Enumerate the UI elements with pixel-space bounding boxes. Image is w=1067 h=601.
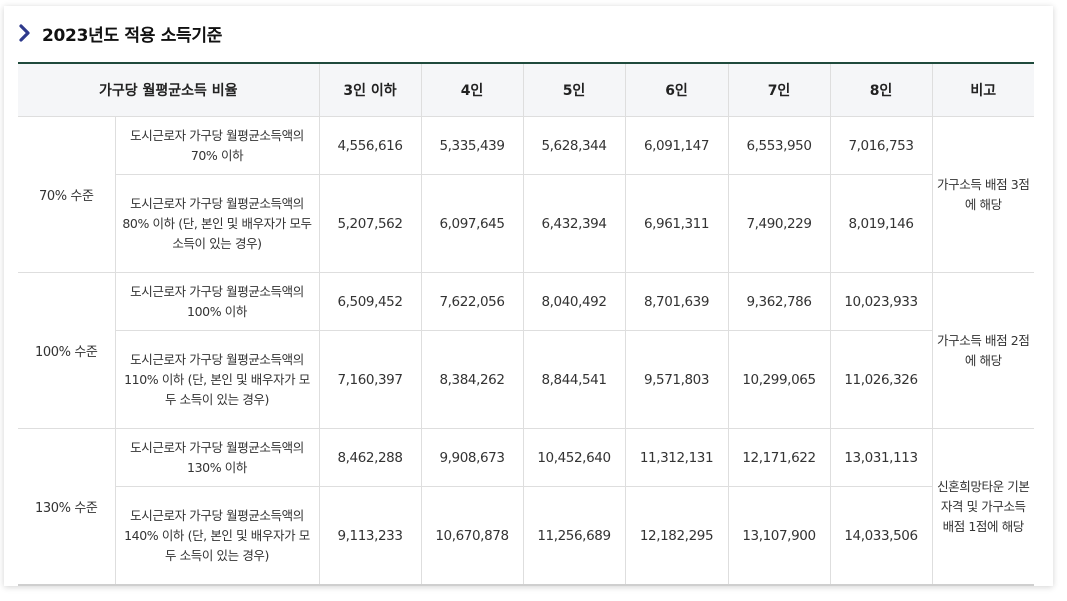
table-row: 70% 수준 도시근로자 가구당 월평균소득액의 70% 이하 4,556,61… <box>18 116 1034 273</box>
value-cell: 6,553,950 <box>727 116 831 175</box>
income-criteria-card: 2023년도 적용 소득기준 가구당 월평균소득 비율 3인 이하 4인 5인 … <box>4 6 1053 586</box>
value-cell: 7,160,397 <box>318 330 422 429</box>
value-cell: 4,556,616 <box>318 116 422 175</box>
table-row: 130% 수준 도시근로자 가구당 월평균소득액의 130% 이하 8,462,… <box>18 428 1034 586</box>
value-cell: 5,335,439 <box>420 116 524 175</box>
value-cell: 5,207,562 <box>318 174 422 273</box>
note-cell: 가구소득 배점 3점에 해당 <box>931 116 1034 273</box>
col-header-8: 8인 <box>829 62 933 117</box>
level-cell: 70% 수준 <box>18 116 116 273</box>
desc-cell: 도시근로자 가구당 월평균소득액의 140% 이하 (단, 본인 및 배우자가 … <box>115 486 320 586</box>
col-header-5: 5인 <box>522 62 626 117</box>
value-cell: 11,026,326 <box>829 330 932 429</box>
col-header-note: 비고 <box>931 62 1034 117</box>
section-title: 2023년도 적용 소득기준 <box>42 25 223 46</box>
value-cell: 8,701,639 <box>624 272 729 331</box>
table-row: 도시근로자 가구당 월평균소득액의 110% 이하 (단, 본인 및 배우자가 … <box>18 330 1034 429</box>
value-cell: 9,571,803 <box>624 330 729 429</box>
table-row: 도시근로자 가구당 월평균소득액의 140% 이하 (단, 본인 및 배우자가 … <box>18 486 1034 586</box>
desc-cell: 도시근로자 가구당 월평균소득액의 70% 이하 <box>114 116 320 175</box>
value-cell: 6,961,311 <box>624 174 729 273</box>
desc-cell: 도시근로자 가구당 월평균소득액의 80% 이하 (단, 본인 및 배우자가 모… <box>115 174 320 273</box>
value-cell: 12,171,622 <box>727 428 831 487</box>
value-cell: 9,113,233 <box>318 486 422 586</box>
value-cell: 6,509,452 <box>318 272 422 331</box>
value-cell: 8,384,262 <box>420 330 524 429</box>
value-cell: 10,299,065 <box>727 330 831 429</box>
value-cell: 10,023,933 <box>829 272 933 331</box>
value-cell: 8,019,146 <box>829 174 932 273</box>
col-header-ratio: 가구당 월평균소득 비율 <box>18 62 320 117</box>
table-header-row: 가구당 월평균소득 비율 3인 이하 4인 5인 6인 7인 8인 비고 <box>18 62 1034 117</box>
value-cell: 11,256,689 <box>522 486 626 586</box>
value-cell: 8,040,492 <box>522 272 626 331</box>
col-header-7: 7인 <box>727 62 831 117</box>
value-cell: 14,033,506 <box>829 486 932 586</box>
section-heading: 2023년도 적용 소득기준 <box>18 20 222 46</box>
value-cell: 9,362,786 <box>727 272 831 331</box>
value-cell: 7,490,229 <box>727 174 831 273</box>
desc-cell: 도시근로자 가구당 월평균소득액의 110% 이하 (단, 본인 및 배우자가 … <box>115 330 320 429</box>
value-cell: 8,844,541 <box>522 330 626 429</box>
col-header-3: 3인 이하 <box>318 62 422 117</box>
value-cell: 13,031,113 <box>829 428 933 487</box>
value-cell: 12,182,295 <box>624 486 729 586</box>
chevron-right-icon <box>19 24 30 42</box>
value-cell: 10,452,640 <box>522 428 626 487</box>
value-cell: 13,107,900 <box>727 486 831 586</box>
col-header-4: 4인 <box>420 62 524 117</box>
level-cell: 130% 수준 <box>18 428 116 586</box>
col-header-6: 6인 <box>624 62 729 117</box>
value-cell: 10,670,878 <box>420 486 524 586</box>
note-cell: 신혼희망타운 기본자격 및 가구소득 배점 1점에 해당 <box>931 428 1034 586</box>
desc-cell: 도시근로자 가구당 월평균소득액의 130% 이하 <box>114 428 320 487</box>
note-cell: 가구소득 배점 2점에 해당 <box>931 272 1034 429</box>
value-cell: 6,091,147 <box>624 116 729 175</box>
value-cell: 7,622,056 <box>420 272 524 331</box>
income-table: 가구당 월평균소득 비율 3인 이하 4인 5인 6인 7인 8인 비고 70%… <box>18 62 1034 586</box>
value-cell: 6,097,645 <box>420 174 524 273</box>
value-cell: 5,628,344 <box>522 116 626 175</box>
value-cell: 7,016,753 <box>829 116 933 175</box>
table-row: 100% 수준 도시근로자 가구당 월평균소득액의 100% 이하 6,509,… <box>18 272 1034 429</box>
value-cell: 9,908,673 <box>420 428 524 487</box>
value-cell: 11,312,131 <box>624 428 729 487</box>
value-cell: 6,432,394 <box>522 174 626 273</box>
value-cell: 8,462,288 <box>318 428 422 487</box>
level-cell: 100% 수준 <box>18 272 116 429</box>
table-row: 도시근로자 가구당 월평균소득액의 80% 이하 (단, 본인 및 배우자가 모… <box>18 174 1034 273</box>
desc-cell: 도시근로자 가구당 월평균소득액의 100% 이하 <box>114 272 320 331</box>
